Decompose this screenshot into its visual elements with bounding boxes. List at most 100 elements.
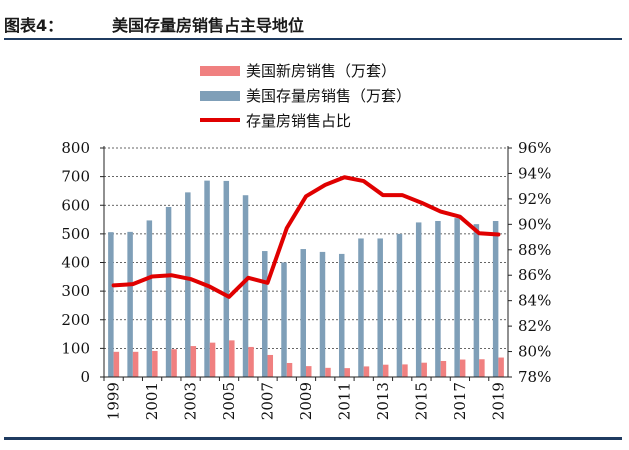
bar-new-2008	[286, 362, 293, 377]
bar-existing-2002	[165, 206, 172, 377]
legend-label-new: 美国新房销售（万套）	[246, 62, 396, 80]
bar-existing-2018	[473, 224, 480, 377]
y-left-tick-label: 700	[61, 168, 90, 186]
bars	[108, 180, 504, 378]
y-left-tick-label: 600	[61, 196, 90, 214]
y-right-tick-label: 92%	[518, 190, 551, 208]
figure-label: 图表4：	[4, 16, 64, 35]
chart: 美国新房销售（万套） 美国存量房销售（万套） 存量房销售占比 0 100 200 30…	[61, 62, 551, 420]
point-share-2003	[189, 277, 193, 281]
bar-new-2006	[248, 346, 254, 377]
point-share-2011	[342, 175, 346, 179]
bar-new-1999	[113, 351, 120, 377]
point-share-2010	[323, 183, 327, 187]
bar-new-2018	[479, 359, 485, 377]
legend-label-share: 存量房销售占比	[246, 112, 351, 130]
y-right-tick-label: 96%	[518, 139, 551, 157]
bar-existing-2014	[396, 233, 403, 378]
point-share-2019	[496, 233, 500, 237]
legend: 美国新房销售（万套） 美国存量房销售（万套） 存量房销售占比	[200, 62, 411, 130]
y-left-tick-label: 500	[61, 225, 90, 243]
point-share-2006	[246, 276, 250, 280]
bar-existing-2019	[492, 220, 499, 377]
bar-existing-2016	[435, 220, 441, 377]
y-right-tick-label: 94%	[518, 164, 551, 182]
bar-new-2003	[190, 346, 197, 377]
bar-existing-2012	[358, 238, 364, 377]
point-share-2001	[150, 274, 154, 278]
y-left-tick-label: 200	[61, 311, 90, 329]
x-tick-label: 1999	[105, 382, 123, 420]
point-share-2014	[400, 193, 404, 197]
bar-new-2016	[440, 360, 447, 377]
point-share-2000	[131, 282, 135, 286]
bar-new-2019	[498, 357, 504, 377]
bar-new-2002	[171, 349, 177, 377]
bar-new-2010	[325, 367, 331, 377]
point-share-2002	[169, 273, 173, 277]
legend-label-existing: 美国存量房销售（万套）	[246, 87, 411, 105]
bar-existing-1999	[108, 232, 114, 377]
point-share-2005	[227, 295, 231, 299]
line-layer	[111, 175, 501, 299]
point-share-2017	[458, 215, 462, 219]
point-share-2009	[304, 194, 308, 198]
x-tick-label: 2013	[374, 382, 392, 420]
y-right-tick-label: 82%	[518, 317, 551, 335]
point-share-2015	[419, 201, 423, 205]
bar-existing-2003	[185, 192, 191, 377]
point-share-2013	[381, 193, 385, 197]
point-share-1999	[112, 283, 116, 287]
bar-new-2012	[363, 366, 370, 377]
y-left-tick-label: 0	[80, 368, 90, 386]
bar-existing-2007	[262, 251, 268, 377]
y-right-tick-label: 80%	[518, 343, 551, 361]
legend-swatch-existing	[200, 91, 240, 101]
bar-new-2004	[209, 342, 216, 377]
point-share-2012	[362, 179, 366, 183]
x-tick-label: 2019	[489, 382, 507, 420]
x-tick-label: 2001	[143, 382, 161, 420]
x-tick-label: 2017	[451, 382, 469, 420]
y-left-tick-label: 100	[61, 339, 90, 357]
bar-existing-2000	[127, 231, 133, 377]
point-share-2007	[266, 281, 270, 285]
bar-existing-2005	[223, 180, 230, 377]
bar-new-2017	[459, 359, 466, 377]
bar-new-2015	[421, 362, 427, 377]
bar-existing-2011	[338, 253, 345, 377]
x-tick-label: 2011	[335, 382, 353, 420]
point-share-2016	[439, 210, 443, 214]
x-tick-label: 2015	[412, 382, 430, 420]
bar-new-2001	[152, 350, 158, 377]
bottom-rule	[4, 437, 622, 440]
axes: 0 100 200 300 400 500 600 700 800 78% 80% 82% 84% 86%…	[61, 139, 551, 420]
y-right-tick-label: 84%	[518, 292, 551, 310]
bar-existing-2006	[242, 195, 249, 377]
bar-existing-2001	[146, 220, 153, 377]
bar-existing-2015	[415, 222, 422, 377]
top-rule	[4, 38, 622, 40]
y-left-tick-label: 400	[61, 254, 90, 272]
bar-new-2014	[402, 364, 408, 377]
bar-new-2011	[344, 368, 350, 377]
bar-new-2005	[229, 340, 235, 377]
bar-existing-2009	[300, 249, 306, 377]
bar-new-2007	[267, 354, 274, 377]
y-right-tick-label: 86%	[518, 266, 551, 284]
x-tick-label: 2009	[297, 382, 315, 420]
figure-title: 美国存量房销售占主导地位	[112, 16, 305, 35]
legend-swatch-new	[200, 66, 240, 76]
bar-existing-2008	[281, 262, 287, 377]
bar-new-2013	[382, 364, 389, 377]
x-tick-label: 2007	[259, 382, 277, 420]
bar-existing-2010	[319, 251, 326, 377]
bar-existing-2017	[454, 218, 460, 377]
bar-existing-2004	[204, 180, 210, 377]
x-tick-label: 2003	[182, 382, 200, 420]
y-left-tick-label: 300	[61, 282, 90, 300]
y-right-tick-label: 90%	[518, 215, 551, 233]
bar-new-2009	[306, 366, 312, 377]
bar-existing-2013	[377, 238, 383, 377]
y-left-tick-label: 800	[61, 139, 90, 157]
